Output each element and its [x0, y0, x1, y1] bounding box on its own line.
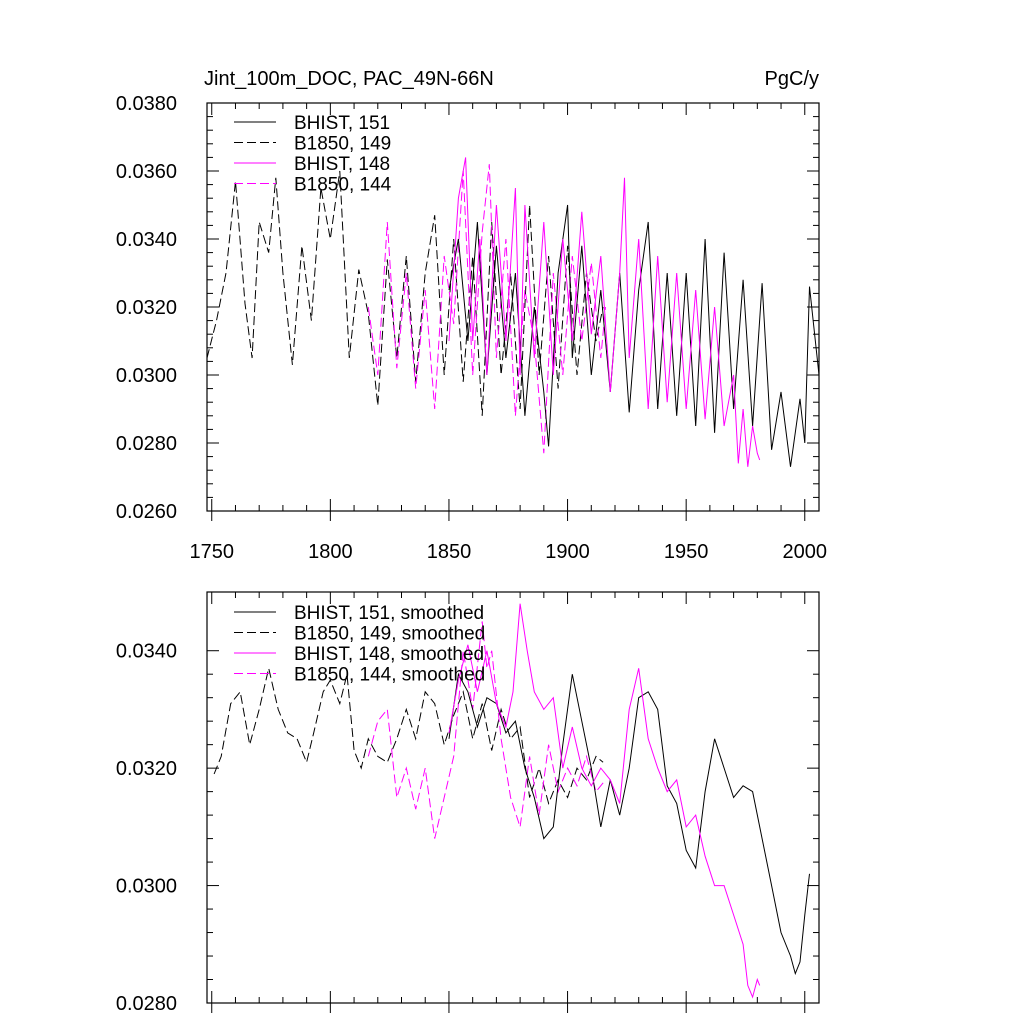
top-series-group — [206, 157, 820, 467]
legend-label: BHIST, 151 — [294, 113, 390, 134]
top-plot-frame — [206, 102, 820, 512]
x-tick-label: 1800 — [308, 541, 353, 563]
y-tick-label: 0.0280 — [116, 993, 177, 1015]
top-title-left: Jint_100m_DOC, PAC_49N-66N — [204, 68, 494, 90]
series-line-bhist-148-smoothed — [448, 603, 761, 999]
y-tick-label: 0.0300 — [116, 365, 177, 387]
legend-label: B1850, 144 — [294, 175, 392, 196]
series-line-b1850-149 — [206, 170, 604, 416]
y-tick-label: 0.0320 — [116, 297, 177, 319]
y-tick-label: 0.0340 — [116, 641, 177, 663]
top-title-right: PgC/y — [765, 68, 819, 90]
series-line-bhist-151 — [448, 204, 820, 467]
series-line-b1850-144-smoothed — [367, 621, 606, 839]
legend-label: BHIST, 151, smoothed — [294, 603, 484, 624]
y-tick-label: 0.0260 — [116, 501, 177, 523]
top-panel: Jint_100m_DOC, PAC_49N-66N PgC/y 0.02600… — [116, 68, 827, 563]
bottom-series-group — [213, 603, 810, 999]
legend-label: B1850, 149, smoothed — [294, 624, 485, 645]
series-line-b1850-144 — [367, 164, 606, 454]
legend-label: BHIST, 148 — [294, 154, 390, 175]
x-tick-label: 1750 — [189, 541, 234, 563]
y-tick-label: 0.0340 — [116, 229, 177, 251]
top-axes: 0.0260 0.0280 0.0300 0.0320 0.0340 0.0360 0.03… — [116, 93, 827, 563]
series-line-bhist-151-smoothed — [448, 672, 810, 976]
y-tick-label: 0.0380 — [116, 93, 177, 115]
bottom-plot-frame — [206, 591, 820, 1004]
series-line-b1850-149-smoothed — [213, 668, 604, 805]
y-tick-label: 0.0320 — [116, 758, 177, 780]
series-line-bhist-148 — [448, 157, 761, 467]
legend-label: B1850, 144, smoothed — [294, 665, 485, 686]
legend-label: BHIST, 148, smoothed — [294, 644, 484, 665]
bottom-panel: 0.0280 0.0300 0.0320 0.0340 BHIST, 151, smo… — [116, 591, 820, 1015]
legend-label: B1850, 149 — [294, 134, 391, 155]
y-tick-label: 0.0360 — [116, 161, 177, 183]
y-tick-label: 0.0300 — [116, 876, 177, 898]
x-tick-label: 1900 — [545, 541, 590, 563]
x-tick-label: 1950 — [664, 541, 709, 563]
y-tick-label: 0.0280 — [116, 433, 177, 455]
x-tick-label: 1850 — [427, 541, 472, 563]
x-tick-label: 2000 — [783, 541, 828, 563]
